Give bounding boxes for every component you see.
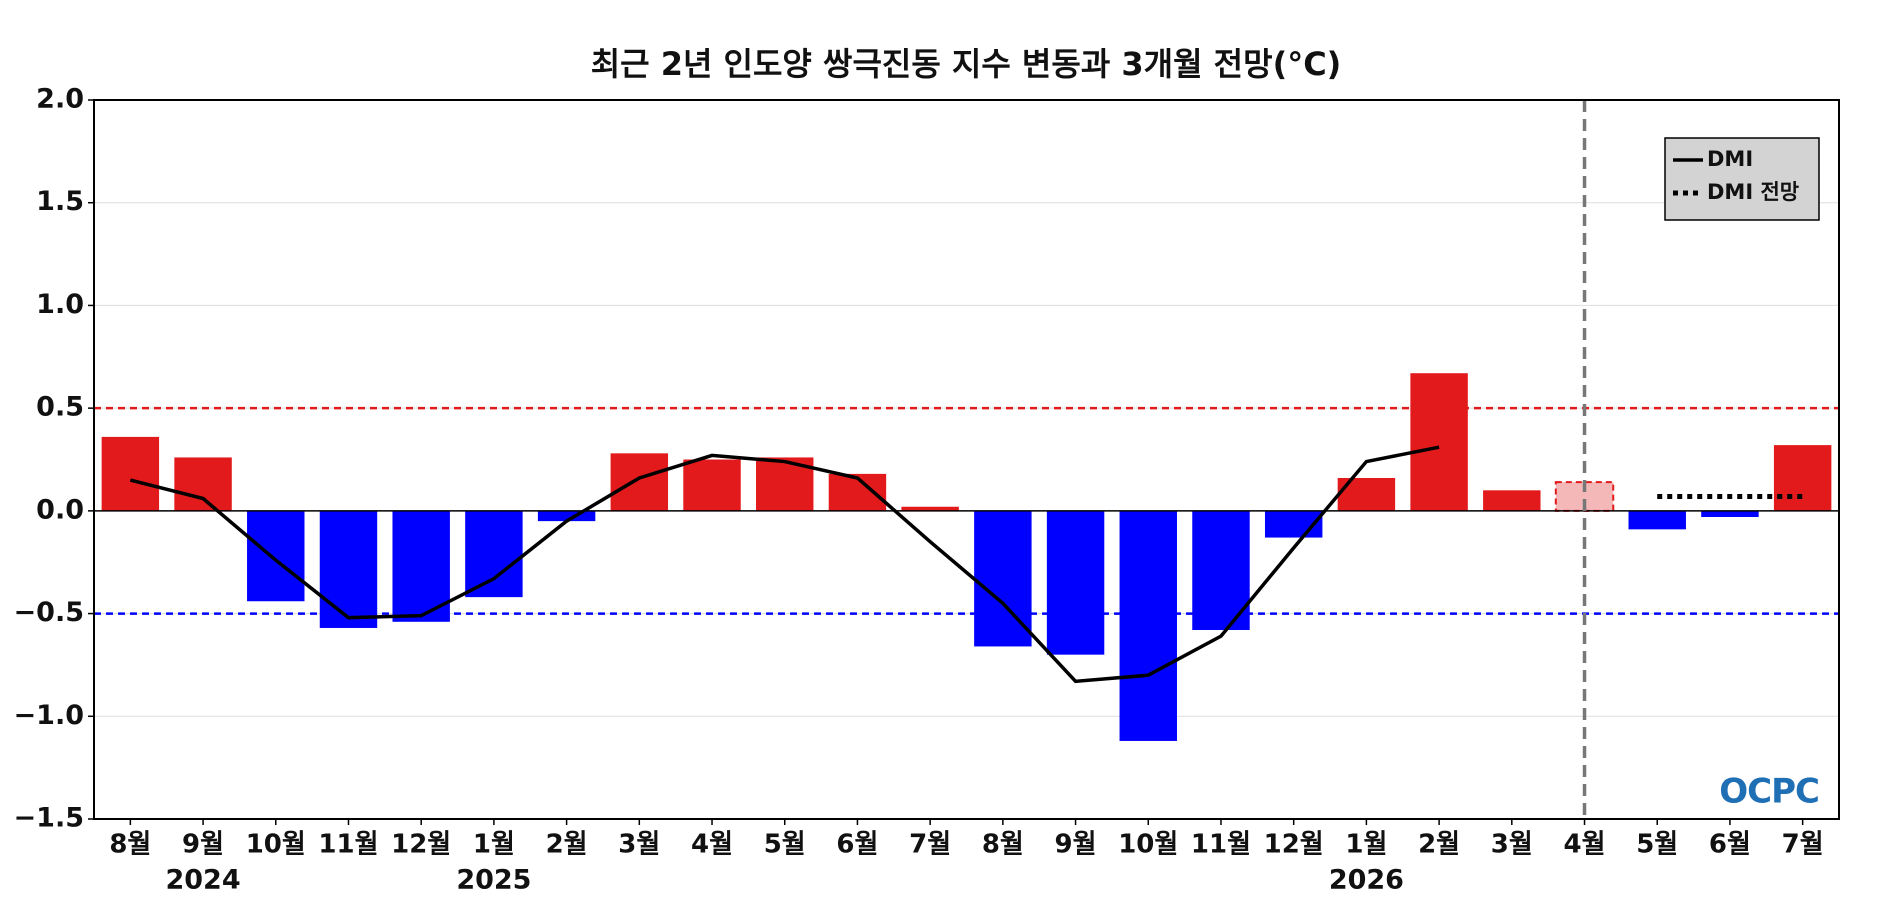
x-tick-label: 12월 bbox=[1264, 830, 1324, 860]
bar bbox=[1410, 373, 1468, 511]
x-tick-label: 8월 bbox=[109, 830, 151, 860]
bar bbox=[1119, 510, 1177, 741]
y-tick-label: −0.5 bbox=[14, 597, 84, 628]
legend-label: DMI bbox=[1707, 147, 1753, 171]
y-tick-label: 1.0 bbox=[36, 289, 84, 320]
bar bbox=[1192, 510, 1250, 631]
year-label: 2025 bbox=[456, 865, 531, 896]
year-label: 2024 bbox=[165, 865, 240, 896]
bar bbox=[683, 459, 741, 511]
bar bbox=[537, 510, 596, 522]
x-tick-label: 12월 bbox=[391, 830, 451, 860]
x-tick-label: 3월 bbox=[618, 830, 660, 860]
bar bbox=[247, 510, 305, 602]
y-tick-label: −1.0 bbox=[14, 700, 84, 731]
logo: OCPC bbox=[1719, 772, 1819, 812]
bar bbox=[392, 510, 450, 622]
x-tick-label: 7월 bbox=[1782, 830, 1824, 860]
legend-box bbox=[1664, 137, 1820, 221]
x-tick-label: 6월 bbox=[1709, 830, 1751, 860]
bar bbox=[901, 506, 959, 511]
x-tick-label: 2월 bbox=[546, 830, 588, 860]
x-tick-label: 11월 bbox=[318, 830, 378, 860]
bar bbox=[610, 453, 669, 511]
bar bbox=[1773, 445, 1832, 511]
x-tick-label: 5월 bbox=[1636, 830, 1678, 860]
bar bbox=[174, 457, 232, 511]
legend-label: DMI 전망 bbox=[1707, 180, 1799, 204]
x-tick-label: 11월 bbox=[1191, 830, 1251, 860]
bar bbox=[101, 436, 160, 511]
x-tick-label: 3월 bbox=[1491, 830, 1533, 860]
x-tick-label: 1월 bbox=[1345, 830, 1387, 860]
y-tick-label: 2.0 bbox=[36, 84, 84, 115]
y-tick-label: −1.5 bbox=[14, 803, 84, 834]
y-tick-label: 0.5 bbox=[36, 392, 84, 423]
bar bbox=[465, 510, 523, 598]
bar bbox=[1701, 510, 1759, 518]
x-tick-label: 4월 bbox=[1564, 830, 1606, 860]
x-tick-label: 4월 bbox=[691, 830, 733, 860]
x-tick-label: 9월 bbox=[182, 830, 224, 860]
x-tick-label: 10월 bbox=[1118, 830, 1178, 860]
bar bbox=[1628, 510, 1686, 530]
x-tick-label: 10월 bbox=[246, 830, 306, 860]
legend: DMI DMI 전망 bbox=[1664, 137, 1820, 221]
x-tick-label: 2월 bbox=[1418, 830, 1460, 860]
x-tick-label: 8월 bbox=[982, 830, 1024, 860]
bar bbox=[1483, 490, 1541, 511]
y-tick-label: 0.0 bbox=[36, 494, 84, 525]
x-tick-label: 6월 bbox=[836, 830, 878, 860]
x-tick-label: 7월 bbox=[909, 830, 951, 860]
x-tick-label: 1월 bbox=[473, 830, 515, 860]
chart-title: 최근 2년 인도양 쌍극진동 지수 변동과 3개월 전망(°C) bbox=[591, 45, 1342, 83]
y-tick-label: 1.5 bbox=[36, 186, 84, 217]
plot-frame bbox=[93, 99, 1840, 820]
x-tick-label: 5월 bbox=[764, 830, 806, 860]
bar bbox=[319, 510, 378, 628]
x-tick-label: 9월 bbox=[1055, 830, 1097, 860]
bar bbox=[1046, 510, 1105, 655]
line-solid bbox=[129, 445, 1440, 684]
year-label: 2026 bbox=[1329, 865, 1404, 896]
